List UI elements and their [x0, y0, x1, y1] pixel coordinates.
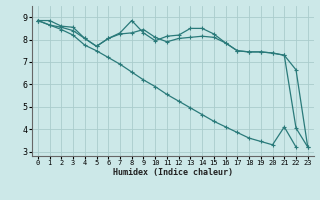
- X-axis label: Humidex (Indice chaleur): Humidex (Indice chaleur): [113, 168, 233, 177]
